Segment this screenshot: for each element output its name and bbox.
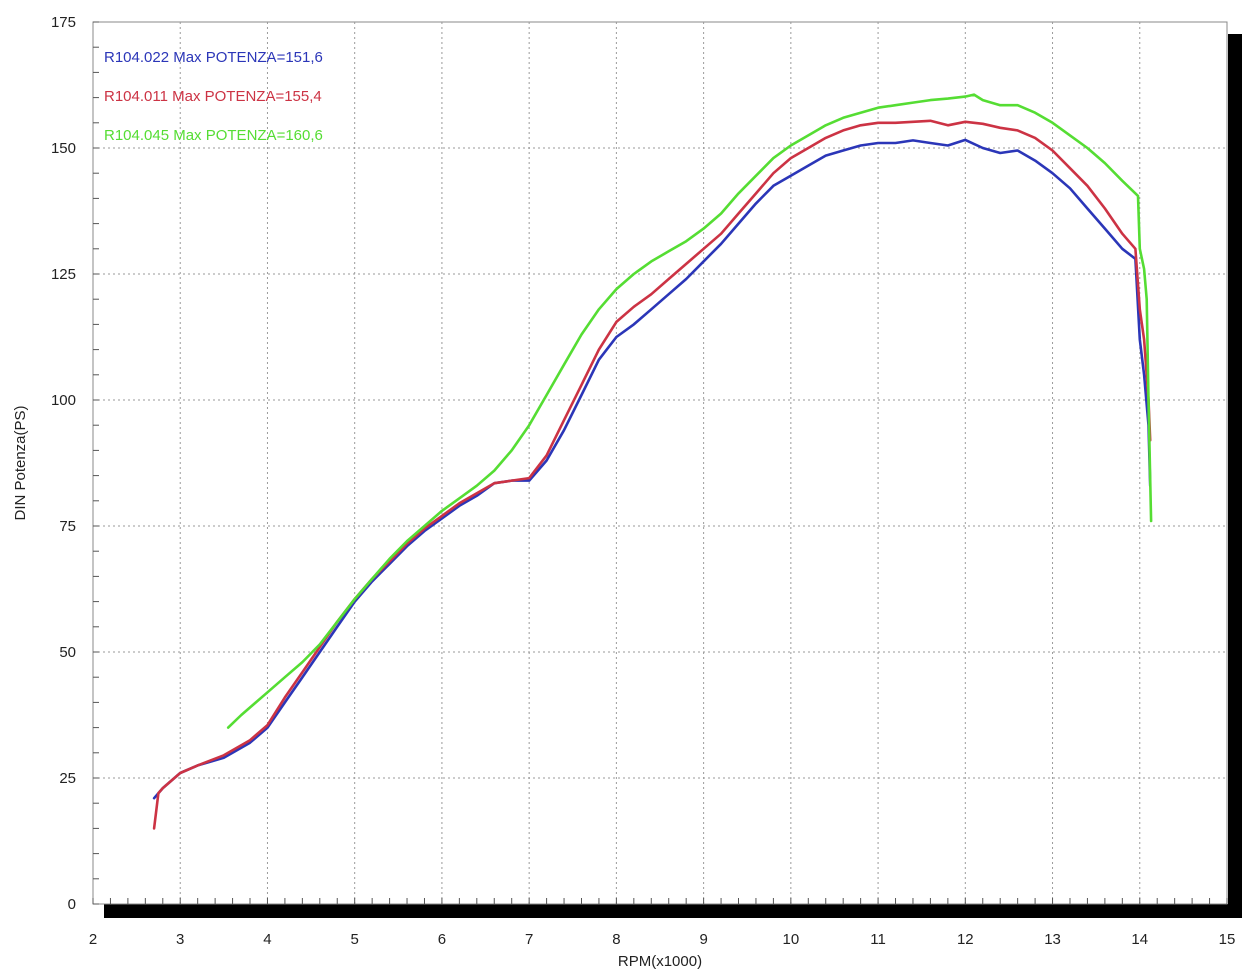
y-tick-label: 0 <box>68 896 76 913</box>
y-tick-label: 150 <box>51 140 76 157</box>
series-line-3 <box>226 93 1153 729</box>
series-layer <box>152 93 1153 830</box>
y-tick-label: 125 <box>51 266 76 283</box>
plot-shadow-bottom <box>104 904 1242 918</box>
minor-tick-layer <box>92 21 1228 905</box>
y-tick-labels: 0 25 50 75 100 125 150 175 <box>51 14 76 913</box>
x-tick-label: 11 <box>870 931 886 948</box>
x-tick-label: 5 <box>351 931 359 948</box>
plot-shadow-right <box>1228 34 1242 916</box>
x-tick-label: 13 <box>1044 931 1061 948</box>
x-tick-label: 4 <box>263 931 271 948</box>
y-axis-title: DIN Potenza(PS) <box>12 405 29 520</box>
legend-entry-1: R104.022 Max POTENZA=151,6 <box>104 49 323 66</box>
x-tick-label: 3 <box>176 931 184 948</box>
series-line-2 <box>152 119 1152 830</box>
y-tick-label: 25 <box>59 770 76 787</box>
series-line-1 <box>152 138 1152 800</box>
y-tick-label: 175 <box>51 14 76 31</box>
x-tick-label: 2 <box>89 931 97 948</box>
plot-area <box>92 21 1228 905</box>
grid-layer <box>93 22 1227 904</box>
legend-entry-2: R104.011 Max POTENZA=155,4 <box>104 88 322 105</box>
y-tick-label: 100 <box>51 392 76 409</box>
x-tick-label: 7 <box>525 931 533 948</box>
x-tick-label: 9 <box>699 931 707 948</box>
x-tick-label: 8 <box>612 931 620 948</box>
legend: R104.022 Max POTENZA=151,6 R104.011 Max P… <box>104 49 323 144</box>
x-tick-labels: 2 3 4 5 6 7 8 9 10 11 12 13 14 15 <box>89 931 1236 948</box>
x-tick-label: 6 <box>438 931 446 948</box>
x-tick-label: 15 <box>1219 931 1236 948</box>
y-tick-label: 75 <box>59 518 76 535</box>
legend-entry-3: R104.045 Max POTENZA=160,6 <box>104 127 323 144</box>
x-tick-label: 14 <box>1131 931 1148 948</box>
x-axis-title: RPM(x1000) <box>618 953 702 970</box>
x-tick-label: 12 <box>957 931 974 948</box>
x-tick-label: 10 <box>783 931 800 948</box>
y-tick-label: 50 <box>59 644 76 661</box>
